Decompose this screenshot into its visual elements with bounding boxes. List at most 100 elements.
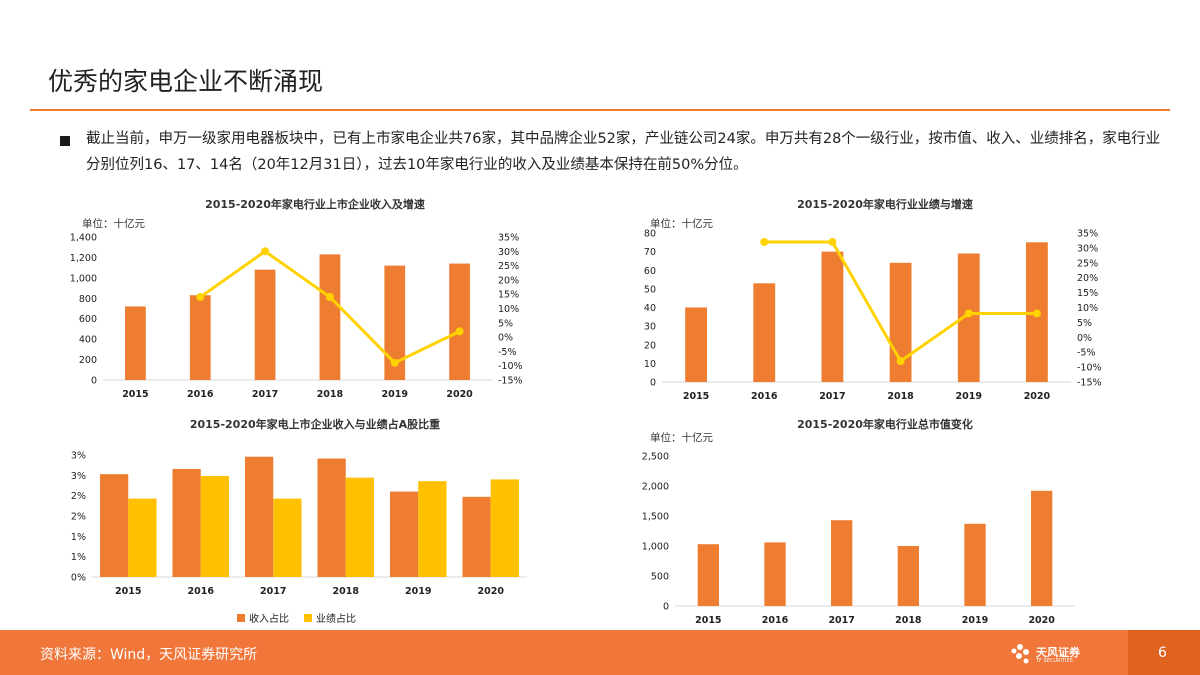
y2-tick-label: 5% <box>498 318 513 329</box>
y2-tick-label: 15% <box>1077 288 1098 299</box>
y2-tick-label: 0% <box>498 333 513 344</box>
bar <box>957 253 980 382</box>
growth-point <box>390 358 399 367</box>
y2-tick-label: 10% <box>498 304 519 315</box>
source-note: 资料来源：Wind，天风证券研究所 <box>40 647 258 663</box>
x-tick-label: 2015 <box>683 391 709 402</box>
growth-point <box>196 293 205 302</box>
y2-tick-label: 0% <box>1077 333 1092 344</box>
bar <box>189 295 211 380</box>
bar <box>128 498 157 577</box>
bar <box>317 458 346 577</box>
y-tick-label: 1,000 <box>642 542 669 553</box>
intro-paragraph: 截止当前，申万一级家用电器板块中，已有上市家电企业共76家，其中品牌企业52家，… <box>86 131 1161 173</box>
x-tick-label: 2017 <box>260 586 286 597</box>
growth-point <box>760 237 769 246</box>
chart-title: 2015-2020年家电行业上市企业收入及增速 <box>205 197 425 211</box>
x-tick-label: 2018 <box>317 389 344 400</box>
bar <box>319 254 341 380</box>
x-tick-label: 2019 <box>956 391 982 402</box>
y2-tick-label: 25% <box>498 261 519 272</box>
page-number: 6 <box>1158 645 1167 661</box>
bar <box>964 523 986 606</box>
x-tick-label: 2020 <box>1028 615 1055 626</box>
y-tick-label: 800 <box>79 294 97 305</box>
chart-revenue-growth-svg: 2015-2020年家电行业上市企业收入及增速 单位：十亿元 1,400 1,20… <box>70 197 523 400</box>
logo-text: 天风证券 <box>1036 646 1080 659</box>
title-divider <box>30 109 1170 111</box>
y2-tick-label: 20% <box>1077 273 1098 284</box>
y-tick-label: 3% <box>71 471 86 482</box>
bar <box>384 265 406 380</box>
y-tick-label: 500 <box>651 572 669 583</box>
bar <box>490 479 520 577</box>
y-tick-label: 10 <box>644 359 656 370</box>
tf-logo-icon <box>1011 644 1029 664</box>
y2-tick-label: 10% <box>1077 303 1098 314</box>
y2-tick-label: 5% <box>1077 318 1092 329</box>
chart-unit: 单位：十亿元 <box>650 431 713 444</box>
y-tick-label: 1% <box>71 532 86 543</box>
x-tick-label: 2015 <box>115 586 141 597</box>
y-tick-label: 0 <box>91 376 97 387</box>
y2-tick-label: -10% <box>1077 363 1102 374</box>
y-tick-label: 70 <box>644 247 656 258</box>
chart-revenue-growth: 2015-2020年家电行业上市企业收入及增速 单位：十亿元 1,400 1,20… <box>60 194 550 404</box>
x-tick-label: 2016 <box>751 391 778 402</box>
y2-tick-label: 35% <box>1077 229 1098 240</box>
y-tick-label: 20 <box>644 340 656 351</box>
x-tick-label: 2019 <box>405 586 431 597</box>
growth-point <box>828 237 837 246</box>
bar <box>125 306 146 380</box>
x-tick-label: 2016 <box>762 615 789 626</box>
x-tick-label: 2018 <box>895 615 922 626</box>
x-tick-label: 2017 <box>819 391 845 402</box>
bar <box>200 475 230 577</box>
legend-label-revenue: 收入占比 <box>249 612 289 625</box>
x-tick-label: 2019 <box>382 389 408 400</box>
growth-point <box>261 247 270 256</box>
y2-tick-label: 30% <box>498 247 519 258</box>
y-tick-label: 0% <box>71 573 86 584</box>
chart-profit-growth-svg: 2015-2020年家电行业业绩与增速 单位：十亿元 80 70 60 50 40 30 2… <box>644 197 1102 402</box>
bar <box>172 468 201 577</box>
y2-tick-label: -10% <box>498 361 523 372</box>
y-tick-label: 1,500 <box>642 512 669 523</box>
y-tick-label: 2% <box>71 491 86 502</box>
y-tick-label: 1% <box>71 552 86 563</box>
y2-tick-label: 20% <box>498 275 519 286</box>
bar <box>449 263 470 380</box>
legend-label-profit: 业绩占比 <box>316 612 356 625</box>
x-tick-label: 2015 <box>122 389 148 400</box>
chart-title: 2015-2020年家电行业业绩与增速 <box>797 197 973 211</box>
bar <box>821 251 844 382</box>
growth-point <box>1032 309 1041 318</box>
y-tick-label: 2,000 <box>642 482 669 493</box>
bar <box>244 456 274 577</box>
bar <box>389 491 419 577</box>
y-tick-label: 2,500 <box>642 452 669 463</box>
y2-tick-label: -15% <box>1077 378 1102 389</box>
x-tick-label: 2018 <box>887 391 914 402</box>
y-tick-label: 1,200 <box>70 253 97 264</box>
bar <box>254 269 276 380</box>
bullet-icon <box>60 136 70 146</box>
x-tick-label: 2016 <box>188 586 215 597</box>
x-tick-label: 2017 <box>252 389 278 400</box>
y2-tick-label: 35% <box>498 233 519 244</box>
growth-point <box>455 327 464 336</box>
bar <box>418 481 447 577</box>
chart-title: 2015-2020年家电行业总市值变化 <box>797 417 973 431</box>
y-tick-label: 30 <box>644 322 656 333</box>
y-tick-label: 80 <box>644 229 656 240</box>
growth-point <box>896 357 905 366</box>
y2-tick-label: -5% <box>498 347 517 358</box>
bar <box>897 546 919 606</box>
bar <box>462 496 491 577</box>
y-tick-label: 0 <box>650 378 656 389</box>
x-tick-label: 2015 <box>695 615 721 626</box>
bar <box>685 307 707 382</box>
page-title: 优秀的家电企业不断涌现 <box>48 67 324 96</box>
x-tick-label: 2020 <box>1024 391 1051 402</box>
y-tick-label: 1,400 <box>70 233 97 244</box>
